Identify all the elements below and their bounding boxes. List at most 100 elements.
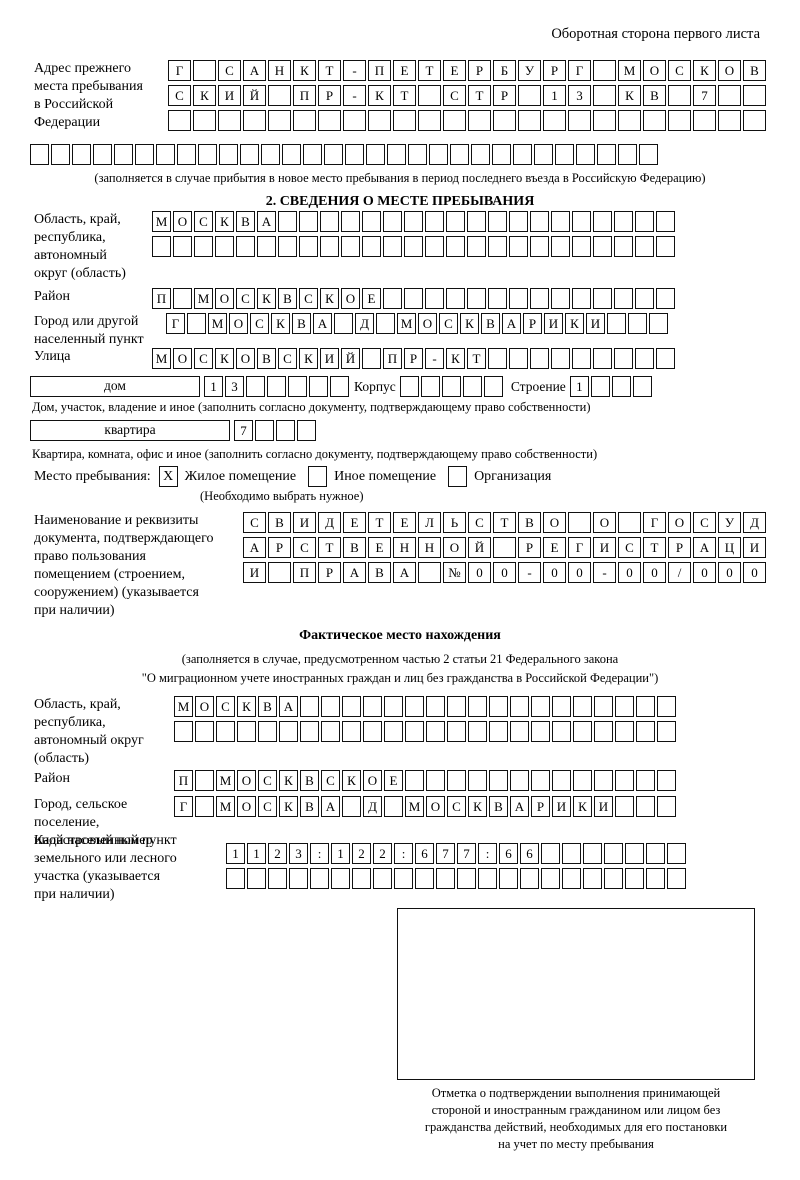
char-cell[interactable] <box>583 868 602 889</box>
char-cell[interactable] <box>510 721 529 742</box>
char-cell[interactable]: К <box>293 60 316 81</box>
char-cell[interactable] <box>593 236 612 257</box>
char-cell[interactable] <box>324 144 343 165</box>
char-cell[interactable]: В <box>257 348 276 369</box>
char-cell[interactable] <box>572 348 591 369</box>
char-cell[interactable]: К <box>460 313 479 334</box>
char-cell[interactable]: 7 <box>436 843 455 864</box>
char-cell[interactable] <box>352 868 371 889</box>
char-cell[interactable] <box>408 144 427 165</box>
char-cell[interactable]: : <box>478 843 497 864</box>
char-cell[interactable]: О <box>215 288 234 309</box>
char-cell[interactable] <box>471 144 490 165</box>
char-cell[interactable]: А <box>343 562 366 583</box>
char-cell[interactable]: Г <box>643 512 666 533</box>
char-cell[interactable] <box>572 288 591 309</box>
char-cell[interactable]: - <box>425 348 444 369</box>
char-cell[interactable] <box>489 721 508 742</box>
char-cell[interactable]: А <box>313 313 332 334</box>
char-cell[interactable]: С <box>194 211 213 232</box>
char-cell[interactable] <box>607 313 626 334</box>
char-cell[interactable] <box>594 770 613 791</box>
char-cell[interactable]: А <box>502 313 521 334</box>
char-cell[interactable] <box>583 843 602 864</box>
char-cell[interactable] <box>552 770 571 791</box>
char-cell[interactable] <box>489 770 508 791</box>
char-cell[interactable] <box>604 843 623 864</box>
char-cell[interactable] <box>331 868 350 889</box>
char-cell[interactable]: Т <box>318 60 341 81</box>
char-cell[interactable]: Г <box>168 60 191 81</box>
char-cell[interactable]: Н <box>268 60 291 81</box>
char-cell[interactable] <box>530 211 549 232</box>
char-cell[interactable] <box>488 236 507 257</box>
char-cell[interactable]: С <box>439 313 458 334</box>
char-cell[interactable] <box>384 796 403 817</box>
char-cell[interactable] <box>279 721 298 742</box>
char-cell[interactable] <box>320 236 339 257</box>
char-cell[interactable] <box>195 770 214 791</box>
char-cell[interactable]: С <box>250 313 269 334</box>
char-cell[interactable]: Ц <box>718 537 741 558</box>
char-cell[interactable] <box>462 376 482 397</box>
char-cell[interactable] <box>467 211 486 232</box>
char-cell[interactable] <box>668 110 691 131</box>
char-cell[interactable] <box>551 348 570 369</box>
char-cell[interactable] <box>334 313 353 334</box>
char-cell[interactable]: С <box>693 512 716 533</box>
char-cell[interactable]: 1 <box>204 376 223 397</box>
char-cell[interactable] <box>446 211 465 232</box>
char-cell[interactable] <box>510 770 529 791</box>
char-cell[interactable] <box>195 721 214 742</box>
char-cell[interactable]: О <box>195 696 214 717</box>
char-cell[interactable] <box>394 868 413 889</box>
char-cell[interactable]: 0 <box>543 562 566 583</box>
char-cell[interactable] <box>555 144 574 165</box>
char-cell[interactable]: С <box>293 537 316 558</box>
char-cell[interactable] <box>649 313 668 334</box>
char-cell[interactable] <box>405 696 424 717</box>
char-cell[interactable] <box>483 376 503 397</box>
char-cell[interactable] <box>593 348 612 369</box>
char-cell[interactable]: Т <box>643 537 666 558</box>
char-cell[interactable] <box>268 868 287 889</box>
char-cell[interactable]: В <box>743 60 766 81</box>
char-cell[interactable]: С <box>443 85 466 106</box>
char-cell[interactable] <box>562 843 581 864</box>
char-cell[interactable]: П <box>293 85 316 106</box>
char-cell[interactable]: О <box>543 512 566 533</box>
char-cell[interactable] <box>267 376 286 397</box>
char-cell[interactable] <box>299 211 318 232</box>
char-cell[interactable]: М <box>216 770 235 791</box>
char-cell[interactable]: Р <box>404 348 423 369</box>
char-cell[interactable]: С <box>236 288 255 309</box>
char-cell[interactable] <box>593 60 616 81</box>
char-cell[interactable] <box>174 721 193 742</box>
char-cell[interactable] <box>457 868 476 889</box>
char-cell[interactable] <box>551 211 570 232</box>
char-cell[interactable]: М <box>208 313 227 334</box>
char-cell[interactable] <box>667 843 686 864</box>
char-cell[interactable] <box>625 843 644 864</box>
char-cell[interactable]: И <box>586 313 605 334</box>
char-cell[interactable] <box>614 348 633 369</box>
char-cell[interactable] <box>614 211 633 232</box>
char-cell[interactable]: М <box>152 348 171 369</box>
char-cell[interactable] <box>135 144 154 165</box>
char-cell[interactable] <box>541 843 560 864</box>
char-cell[interactable]: Р <box>668 537 691 558</box>
char-cell[interactable]: Е <box>384 770 403 791</box>
char-cell[interactable]: Т <box>468 85 491 106</box>
char-cell[interactable] <box>399 376 419 397</box>
char-cell[interactable]: Й <box>341 348 360 369</box>
char-cell[interactable]: - <box>343 60 366 81</box>
char-cell[interactable] <box>593 85 616 106</box>
char-cell[interactable]: 2 <box>268 843 287 864</box>
char-cell[interactable]: В <box>258 696 277 717</box>
char-cell[interactable] <box>383 236 402 257</box>
char-cell[interactable] <box>493 110 516 131</box>
char-cell[interactable] <box>425 288 444 309</box>
